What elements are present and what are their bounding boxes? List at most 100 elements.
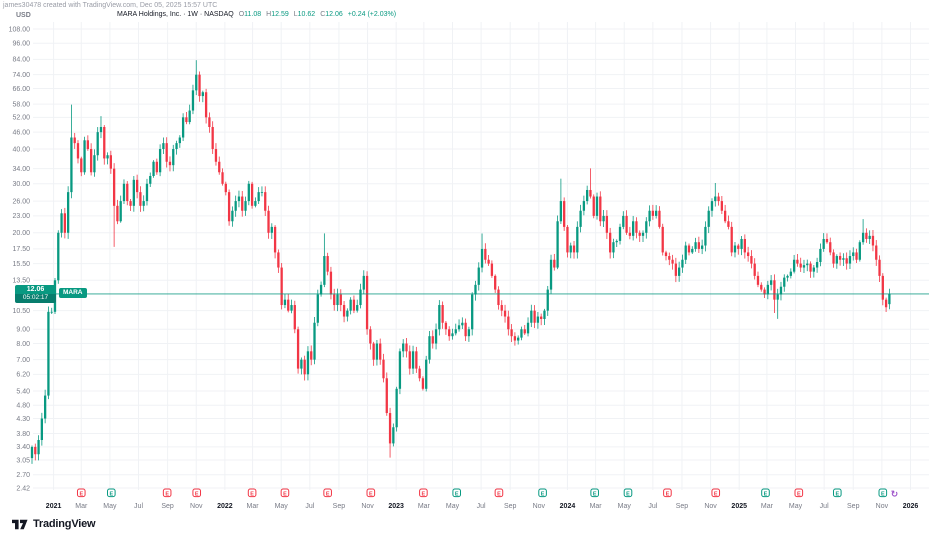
candle[interactable] [786, 274, 789, 282]
candle[interactable] [444, 321, 448, 335]
candle[interactable] [582, 195, 586, 216]
candle[interactable] [484, 243, 487, 264]
candle[interactable] [605, 210, 609, 239]
candle[interactable] [415, 346, 418, 373]
candle[interactable] [632, 215, 635, 241]
candle[interactable] [441, 301, 444, 329]
candle[interactable] [103, 125, 106, 165]
candle[interactable] [155, 158, 158, 175]
candle[interactable] [740, 235, 743, 256]
earnings-beat-icon[interactable]: E [590, 488, 599, 498]
price-axis[interactable]: 108.00 96.00 84.00 74.00 66.00 58.00 52.00 46.0… [9, 26, 31, 492]
candle[interactable] [408, 345, 411, 375]
candle[interactable] [231, 206, 234, 227]
earnings-miss-icon[interactable]: E [323, 488, 332, 498]
candle[interactable] [704, 221, 707, 252]
candle[interactable] [733, 241, 737, 258]
candle[interactable] [50, 307, 53, 315]
candle[interactable] [549, 254, 553, 294]
candle[interactable] [526, 317, 530, 337]
candle[interactable] [385, 372, 388, 416]
candle[interactable] [618, 223, 622, 245]
candle[interactable] [530, 304, 533, 328]
candle[interactable] [467, 326, 471, 342]
candle[interactable] [175, 140, 178, 155]
candle[interactable] [710, 198, 714, 217]
candle[interactable] [559, 178, 563, 224]
candle[interactable] [198, 71, 201, 102]
candle[interactable] [47, 306, 50, 400]
candle[interactable] [158, 144, 162, 177]
candle[interactable] [218, 156, 221, 175]
candle[interactable] [776, 288, 779, 319]
candle[interactable] [116, 199, 119, 225]
candle[interactable] [362, 270, 365, 295]
candle[interactable] [888, 288, 891, 310]
candle[interactable] [402, 339, 405, 358]
candle[interactable] [86, 135, 89, 151]
candle[interactable] [188, 104, 191, 125]
candle[interactable] [303, 355, 306, 381]
candle[interactable] [494, 274, 497, 293]
candle[interactable] [126, 181, 129, 206]
candle[interactable] [461, 317, 464, 329]
candle[interactable] [267, 205, 270, 239]
candle[interactable] [329, 266, 333, 300]
candle[interactable] [83, 136, 86, 175]
earnings-miss-icon[interactable]: E [494, 488, 504, 498]
candle[interactable] [352, 295, 356, 314]
candle[interactable] [500, 300, 503, 317]
candle[interactable] [149, 172, 152, 187]
candle[interactable] [73, 132, 76, 149]
candle[interactable] [132, 175, 135, 212]
candle[interactable] [264, 186, 267, 217]
candle[interactable] [43, 389, 47, 424]
candle[interactable] [224, 181, 227, 196]
candle[interactable] [563, 197, 566, 231]
candle[interactable] [310, 345, 313, 366]
candle[interactable] [746, 246, 750, 262]
candle[interactable] [658, 206, 661, 229]
candle[interactable] [250, 181, 254, 209]
earnings-miss-icon[interactable]: E [419, 488, 428, 498]
earnings-beat-icon[interactable]: E [107, 488, 116, 498]
candle[interactable] [106, 152, 109, 165]
candle[interactable] [589, 168, 592, 199]
candle[interactable] [609, 227, 612, 259]
candle[interactable] [372, 341, 375, 366]
candle[interactable] [822, 233, 825, 252]
candle[interactable] [112, 163, 116, 247]
candle[interactable] [812, 265, 815, 278]
candle[interactable] [664, 250, 668, 261]
candle[interactable] [99, 116, 103, 139]
candle[interactable] [727, 215, 730, 230]
candle[interactable] [760, 282, 763, 292]
candle[interactable] [379, 338, 382, 365]
candle[interactable] [799, 257, 802, 272]
candle[interactable] [57, 230, 60, 284]
candle[interactable] [569, 242, 572, 259]
candle[interactable] [260, 186, 264, 197]
candle[interactable] [507, 310, 510, 336]
candle[interactable] [668, 252, 671, 266]
candle[interactable] [865, 228, 868, 243]
candle[interactable] [487, 254, 490, 266]
candle[interactable] [671, 254, 674, 270]
candle[interactable] [109, 150, 112, 174]
tradingview-logo[interactable]: TradingView [12, 518, 96, 530]
candle[interactable] [572, 241, 576, 259]
candle[interactable] [178, 135, 181, 148]
candle[interactable] [342, 300, 346, 323]
candle[interactable] [346, 308, 349, 322]
candle[interactable] [457, 319, 461, 332]
candle[interactable] [802, 259, 806, 273]
candle[interactable] [270, 223, 273, 239]
earnings-miss-icon[interactable]: E [794, 488, 804, 498]
candle[interactable] [687, 243, 691, 256]
candle[interactable] [497, 286, 500, 310]
candle[interactable] [645, 217, 648, 239]
candle[interactable] [37, 435, 40, 461]
candle[interactable] [694, 237, 697, 252]
candle[interactable] [602, 210, 605, 227]
candle[interactable] [34, 443, 37, 461]
